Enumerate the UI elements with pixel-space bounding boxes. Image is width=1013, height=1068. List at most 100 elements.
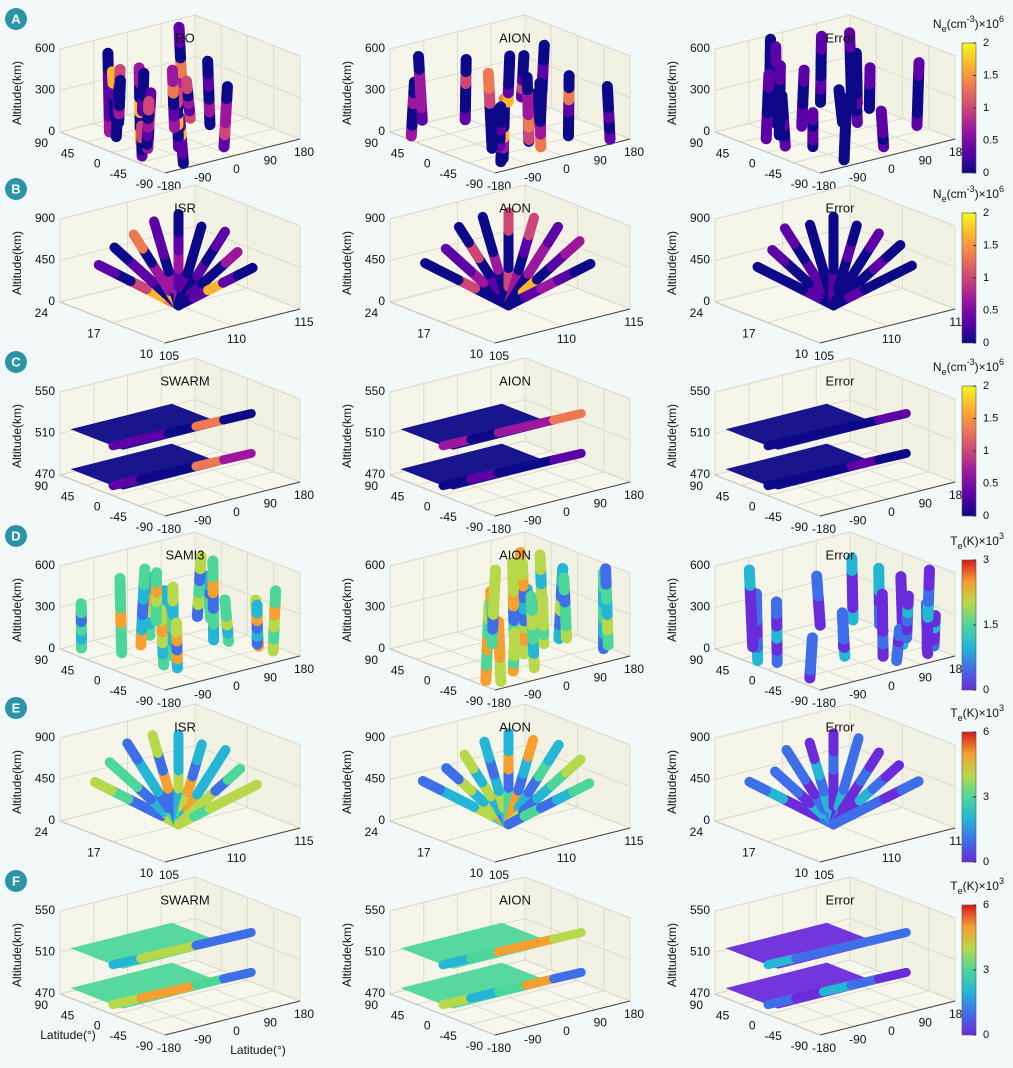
z-tick-label: 900 [365, 730, 385, 744]
lon-axis [164, 138, 301, 174]
z-tick-label: 300 [365, 83, 385, 97]
track [440, 243, 464, 266]
lat-tick-label: -45 [439, 167, 457, 181]
z-tick-label: 600 [35, 41, 55, 55]
lat-tick-label: 0 [424, 500, 431, 514]
track [561, 754, 586, 778]
track [846, 974, 884, 990]
lat-tick-label: -90 [791, 1039, 809, 1053]
track [459, 749, 479, 774]
subplot-title: ISR [174, 719, 196, 734]
lat-tick-label: -90 [791, 694, 809, 708]
lat-tick-label: -90 [466, 177, 484, 191]
colorbar-title: Ne(cm-3)×106 [933, 184, 1004, 204]
grid-line [59, 219, 166, 344]
lon-tick-label: 0 [233, 679, 240, 693]
grid-line [849, 877, 956, 1002]
grid-line [423, 557, 529, 682]
grid-line [389, 911, 496, 1036]
tracks [102, 21, 233, 169]
lat-tick-label: -45 [109, 684, 127, 698]
grid-line [714, 911, 821, 1036]
lon-tick-label: -90 [194, 171, 212, 185]
lon-tick-label: 0 [233, 162, 240, 176]
lon-axis [494, 481, 631, 517]
grid-line [524, 704, 631, 829]
colorbar-tick-label: 0 [983, 684, 989, 696]
z-tick-label: 550 [365, 903, 385, 917]
tracks [405, 39, 616, 168]
lon-tick-label: -180 [157, 522, 181, 536]
grid-line [194, 185, 301, 310]
y-axis-label: Altitude(km) [665, 61, 679, 125]
lat-tick-label: 90 [690, 479, 704, 493]
z-tick-label: 0 [703, 641, 710, 655]
y-axis-label: Altitude(km) [10, 750, 24, 814]
grid-line [389, 566, 496, 691]
tracks [725, 922, 911, 1010]
grid-line [160, 23, 267, 148]
lat-tick-label: -90 [136, 177, 154, 191]
lon-tick-label: -90 [194, 688, 212, 702]
colorbar-tick-label: 1 [983, 272, 989, 284]
track [893, 623, 906, 641]
subplot-title: AION [499, 30, 531, 45]
colorbar-title-part: 6 [999, 357, 1004, 367]
tracks [70, 403, 256, 491]
z-tick-label: 550 [35, 903, 55, 917]
lon-tick-label: 0 [888, 162, 895, 176]
colorbar-tick-label: 2 [983, 37, 989, 49]
lon-tick-label: 105 [159, 868, 179, 882]
colorbar-title-part: N [933, 360, 942, 374]
track [438, 434, 476, 451]
track [864, 228, 884, 253]
colorbar-title-part: e [942, 367, 947, 377]
y-axis-label: Altitude(km) [665, 750, 679, 814]
z-tick-label: 300 [35, 600, 55, 614]
track [523, 734, 539, 762]
grid-line [849, 185, 956, 310]
lon-tick-label: 115 [294, 315, 313, 329]
subplot-title: AION [499, 719, 531, 734]
y-axis-label: Altitude(km) [340, 404, 354, 468]
lon-tick-label: 90 [594, 154, 608, 168]
panel-label: C [11, 354, 21, 369]
lon-tick-label: 105 [814, 349, 834, 363]
colorbar-tick-label: 3 [983, 791, 989, 803]
lat-tick-label: 10 [140, 866, 154, 880]
lon-tick-label: -180 [487, 522, 511, 536]
track [769, 766, 792, 788]
track [549, 928, 586, 944]
z-tick-label: 0 [48, 294, 55, 308]
lat-tick-label: 45 [61, 489, 75, 503]
z-tick-label: 510 [35, 426, 55, 440]
track [896, 776, 924, 795]
track [560, 236, 585, 259]
lon-tick-label: -180 [157, 1041, 181, 1055]
track [569, 258, 596, 278]
track [191, 455, 229, 471]
lat-tick-label: 45 [391, 489, 405, 503]
track [763, 953, 801, 970]
lat-tick-label: 45 [61, 1008, 75, 1022]
track [136, 468, 173, 484]
lat-tick-label: 90 [690, 136, 704, 150]
lon-tick-label: 105 [159, 349, 179, 363]
track [236, 779, 263, 798]
lon-tick-label: 90 [919, 154, 933, 168]
lat-tick-label: 90 [35, 998, 49, 1012]
lat-tick-label: 0 [749, 1019, 756, 1033]
y-axis-label: Altitude(km) [10, 61, 24, 125]
lon-axis [819, 1000, 956, 1036]
slab [70, 962, 225, 1009]
colorbar-title-part: (cm [947, 187, 967, 201]
grid-line [59, 566, 166, 691]
lon-tick-label: 0 [563, 162, 570, 176]
track [106, 66, 119, 89]
slab [70, 922, 225, 969]
grid-line [714, 738, 821, 863]
track [804, 219, 820, 246]
z-tick-label: 510 [365, 945, 385, 959]
lat-tick-label: 24 [690, 306, 704, 320]
